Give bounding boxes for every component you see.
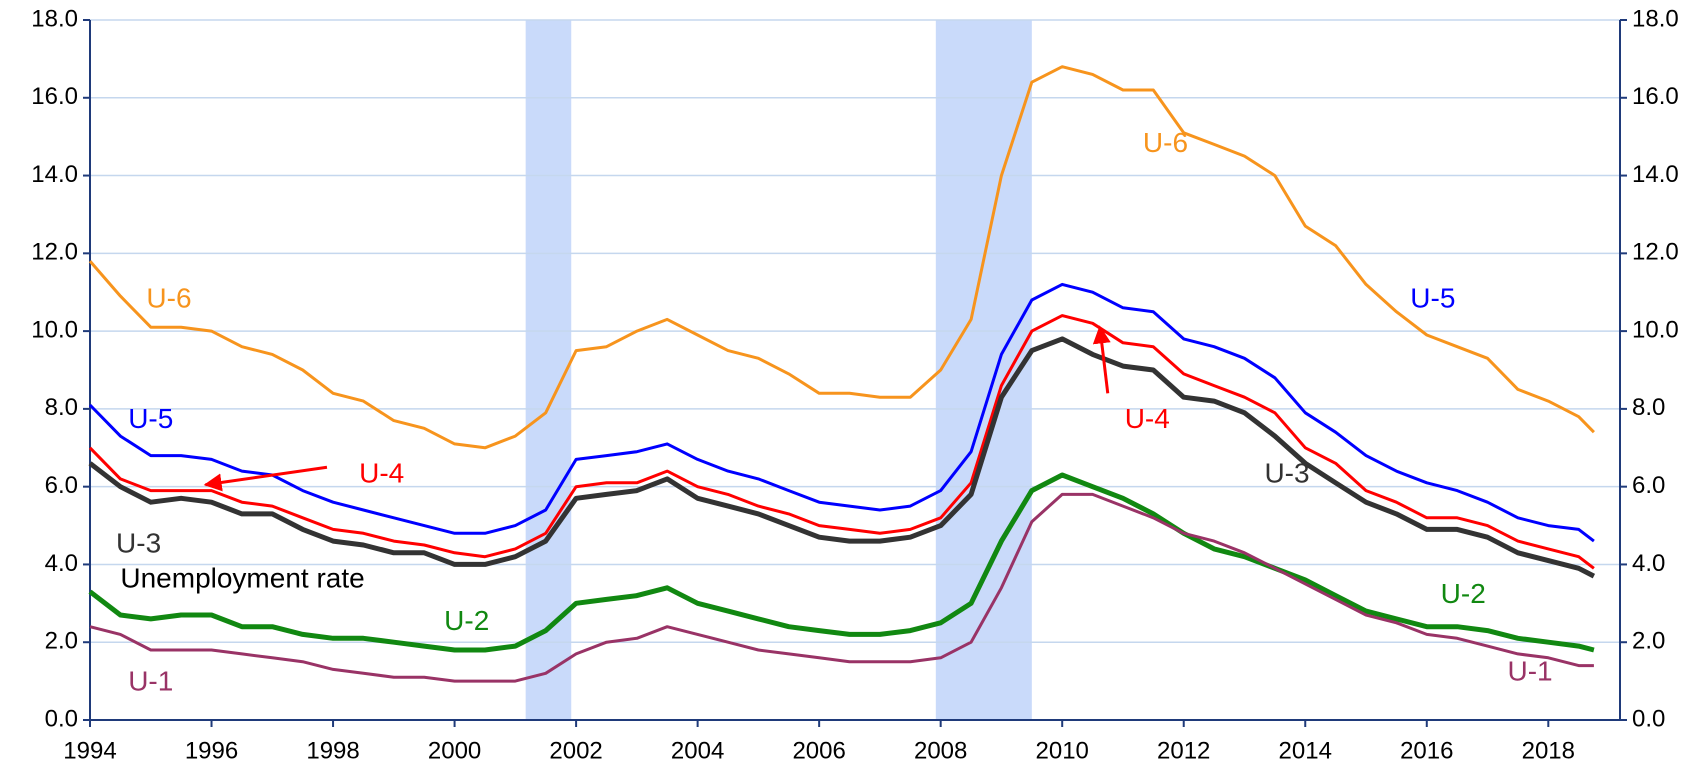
recession-band (525, 20, 572, 720)
y-tick-label: 2.0 (45, 628, 78, 655)
y-tick-label: 0.0 (45, 705, 78, 732)
series-label: U-1 (1508, 656, 1553, 687)
series-label: U-5 (1410, 282, 1455, 313)
y-tick-label: 14.0 (31, 161, 78, 188)
series-label: U-2 (1441, 578, 1486, 609)
y-tick-label: 16.0 (31, 83, 78, 110)
y2-tick-label: 0.0 (1632, 705, 1665, 732)
y-tick-label: 12.0 (31, 239, 78, 266)
y-tick-label: 4.0 (45, 550, 78, 577)
x-tick-label: 2000 (428, 737, 481, 764)
x-tick-label: 2014 (1279, 737, 1332, 764)
x-tick-label: 2008 (914, 737, 967, 764)
y2-tick-label: 16.0 (1632, 83, 1679, 110)
arrow (1092, 325, 1111, 394)
series-label: U-4 (359, 457, 404, 488)
y2-tick-label: 12.0 (1632, 239, 1679, 266)
x-tick-label: 1996 (185, 737, 238, 764)
y-tick-label: 18.0 (31, 5, 78, 32)
x-tick-label: 2016 (1400, 737, 1453, 764)
series-label: U-1 (128, 665, 173, 696)
x-tick-label: 2010 (1036, 737, 1089, 764)
x-tick-label: 2004 (671, 737, 724, 764)
y-tick-label: 8.0 (45, 394, 78, 421)
x-tick-label: 1994 (63, 737, 116, 764)
series-line (88, 472, 1595, 653)
series-label: U-3 (1264, 457, 1309, 488)
series-line (88, 65, 1595, 450)
x-tick-label: 2012 (1157, 737, 1210, 764)
y2-tick-label: 8.0 (1632, 394, 1665, 421)
y2-tick-label: 18.0 (1632, 5, 1679, 32)
series-label: U-4 (1125, 403, 1170, 434)
series-label: U-3 (116, 527, 161, 558)
y2-tick-label: 6.0 (1632, 472, 1665, 499)
y-tick-label: 6.0 (45, 472, 78, 499)
series-line (88, 336, 1596, 579)
series-line (88, 282, 1595, 543)
x-tick-label: 1998 (306, 737, 359, 764)
series-line (88, 314, 1595, 570)
series-label: U-6 (146, 282, 191, 313)
y2-tick-label: 2.0 (1632, 628, 1665, 655)
arrow (203, 465, 328, 492)
x-tick-label: 2018 (1522, 737, 1575, 764)
y-tick-label: 10.0 (31, 316, 78, 343)
y2-tick-label: 14.0 (1632, 161, 1679, 188)
y2-tick-label: 10.0 (1632, 316, 1679, 343)
x-tick-label: 2006 (792, 737, 845, 764)
series-label: U-2 (444, 605, 489, 636)
series-label: U-5 (128, 403, 173, 434)
series-label: U-6 (1143, 127, 1188, 158)
annotation: Unemployment rate (120, 562, 364, 593)
series-line (89, 492, 1594, 683)
recession-band (935, 20, 1032, 720)
x-tick-label: 2002 (549, 737, 602, 764)
y2-tick-label: 4.0 (1632, 550, 1665, 577)
